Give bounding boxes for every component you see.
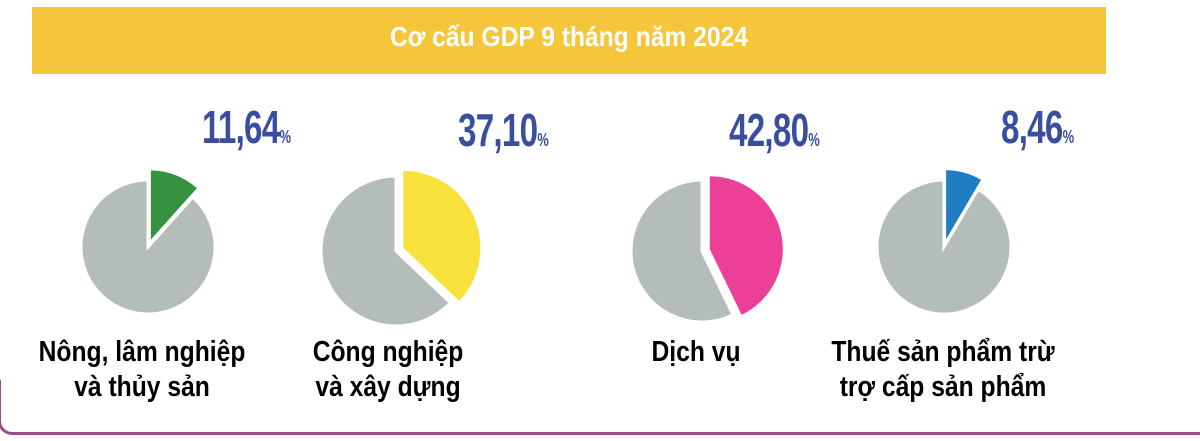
pie-value-slice: [709, 176, 783, 315]
value-label-2: 42,80%: [729, 103, 820, 157]
pie-value-slice: [403, 170, 481, 301]
value-label-1: 37,10%: [458, 103, 549, 157]
label-line: Thuế sản phẩm trừ: [831, 336, 1055, 368]
value-label-0: 11,64%: [202, 100, 291, 154]
pie-remainder-slice: [319, 174, 453, 328]
value-number: 8,46: [1001, 101, 1063, 153]
label-line: Công nghiệp: [312, 336, 464, 368]
pie-value-slice: [150, 170, 197, 240]
label-line: Nông, lâm nghiệp: [38, 336, 246, 368]
pie-3: [875, 170, 1013, 316]
category-label-1: Công nghiệp và xây dựng: [261, 335, 516, 405]
category-label-2: Dịch vụ: [569, 335, 824, 370]
label-line: và thủy sản: [74, 371, 210, 403]
category-label-3: Thuế sản phẩm trừ trợ cấp sản phẩm: [816, 335, 1071, 405]
label-line: và xây dựng: [315, 371, 461, 403]
pie-remainder-slice: [629, 178, 736, 324]
pie-1: [319, 170, 481, 328]
pie-0: [79, 170, 217, 316]
pie-2: [629, 176, 783, 324]
label-line: trợ cấp sản phẩm: [839, 371, 1047, 403]
pie-remainder-slice: [79, 178, 217, 316]
pie-remainder-slice: [875, 178, 1013, 316]
value-number: 42,80: [729, 104, 809, 156]
percent-unit: %: [1062, 127, 1075, 147]
label-line: Dịch vụ: [651, 336, 741, 368]
percent-unit: %: [808, 130, 820, 150]
chart-title: Cơ cấu GDP 9 tháng năm 2024: [389, 21, 749, 52]
value-number: 37,10: [458, 104, 538, 156]
title-banner: Cơ cấu GDP 9 tháng năm 2024: [32, 7, 1106, 74]
frame-border: [0, 380, 1200, 435]
value-label-3: 8,46%: [1001, 100, 1075, 154]
percent-unit: %: [537, 130, 549, 150]
pie-value-slice: [946, 170, 982, 240]
value-number: 11,64: [202, 101, 280, 153]
percent-unit: %: [279, 127, 291, 147]
category-label-0: Nông, lâm nghiệp và thủy sản: [15, 335, 270, 405]
